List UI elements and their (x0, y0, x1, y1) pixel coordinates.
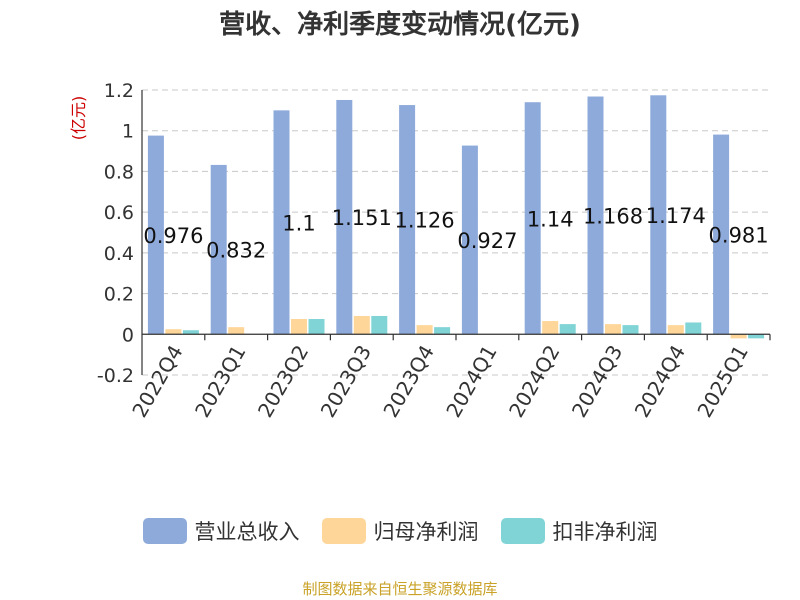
bar-2 (667, 325, 684, 335)
data-label: 1.126 (395, 209, 455, 233)
bar-3 (182, 330, 199, 335)
x-tick-label: 2024Q2 (504, 341, 564, 422)
bar-3 (308, 319, 325, 335)
y-axis-label: (亿元) (69, 96, 88, 141)
legend-swatch (321, 518, 366, 544)
y-tick-label: 1.2 (104, 80, 134, 102)
bar-1 (399, 105, 416, 335)
x-tick-label: 2024Q3 (567, 341, 627, 422)
y-tick-label: 0.8 (104, 161, 134, 183)
data-label: 0.927 (457, 229, 517, 253)
bar-1 (273, 110, 290, 335)
x-tick-label: 2023Q4 (378, 341, 438, 422)
bar-3 (371, 315, 388, 335)
data-label: 1.14 (527, 207, 574, 231)
bar-2 (730, 334, 747, 339)
bar-2 (165, 329, 182, 335)
bar-1 (524, 102, 541, 335)
source-note: 制图数据来自恒生聚源数据库 (302, 580, 498, 598)
y-tick-label: 0.6 (104, 202, 134, 224)
bar-3 (622, 325, 639, 335)
bar-2 (416, 325, 433, 335)
bar-2 (291, 319, 307, 335)
y-tick-label: -0.2 (97, 365, 134, 387)
legend-item-2[interactable]: 归母净利润 (321, 516, 479, 546)
bar-3 (685, 322, 702, 335)
x-tick-label: 2023Q3 (316, 341, 376, 422)
y-tick-label: 0 (122, 324, 134, 346)
y-tick-label: 0.4 (104, 243, 134, 265)
data-label: 1.168 (583, 204, 643, 228)
bar-1 (587, 96, 604, 335)
bar-2 (605, 324, 621, 335)
x-tick-label: 2024Q1 (441, 341, 501, 422)
y-tick-label: 1 (122, 121, 134, 143)
data-label: 1.151 (332, 206, 392, 230)
legend-label: 扣非净利润 (552, 520, 658, 544)
legend-label: 归母净利润 (373, 520, 479, 544)
x-tick-label: 2022Q4 (127, 341, 187, 422)
bar-1 (461, 145, 478, 335)
x-tick-label: 2024Q4 (630, 341, 690, 422)
bar-1 (210, 164, 227, 335)
legend-swatch (142, 518, 187, 544)
bar-2 (228, 327, 245, 335)
bar-1 (336, 99, 353, 335)
bar-1 (147, 135, 164, 335)
legend-item-3[interactable]: 扣非净利润 (500, 516, 658, 546)
chart-title: 营收、净利季度变动情况(亿元) (219, 10, 581, 40)
data-label: 0.981 (709, 223, 769, 247)
data-label: 1.174 (646, 204, 706, 228)
data-label: 0.832 (206, 239, 266, 263)
legend: 营业总收入 归母净利润 扣非净利润 (0, 516, 800, 546)
legend-label: 营业总收入 (194, 520, 300, 544)
x-tick-label: 2023Q2 (253, 341, 313, 422)
legend-item-1[interactable]: 营业总收入 (142, 516, 300, 546)
legend-swatch (500, 518, 545, 544)
bar-3 (434, 327, 451, 335)
x-tick-label: 2023Q1 (190, 341, 250, 422)
bar-2 (353, 315, 370, 335)
bar-2 (542, 321, 559, 335)
bar-3 (748, 334, 765, 339)
data-label: 0.976 (143, 224, 203, 248)
y-tick-label: 0.2 (104, 284, 134, 306)
bar-1 (650, 95, 667, 335)
bar-1 (713, 134, 730, 335)
bar-3 (559, 324, 576, 335)
data-label: 1.1 (282, 211, 315, 235)
x-tick-label: 2025Q1 (692, 341, 752, 422)
